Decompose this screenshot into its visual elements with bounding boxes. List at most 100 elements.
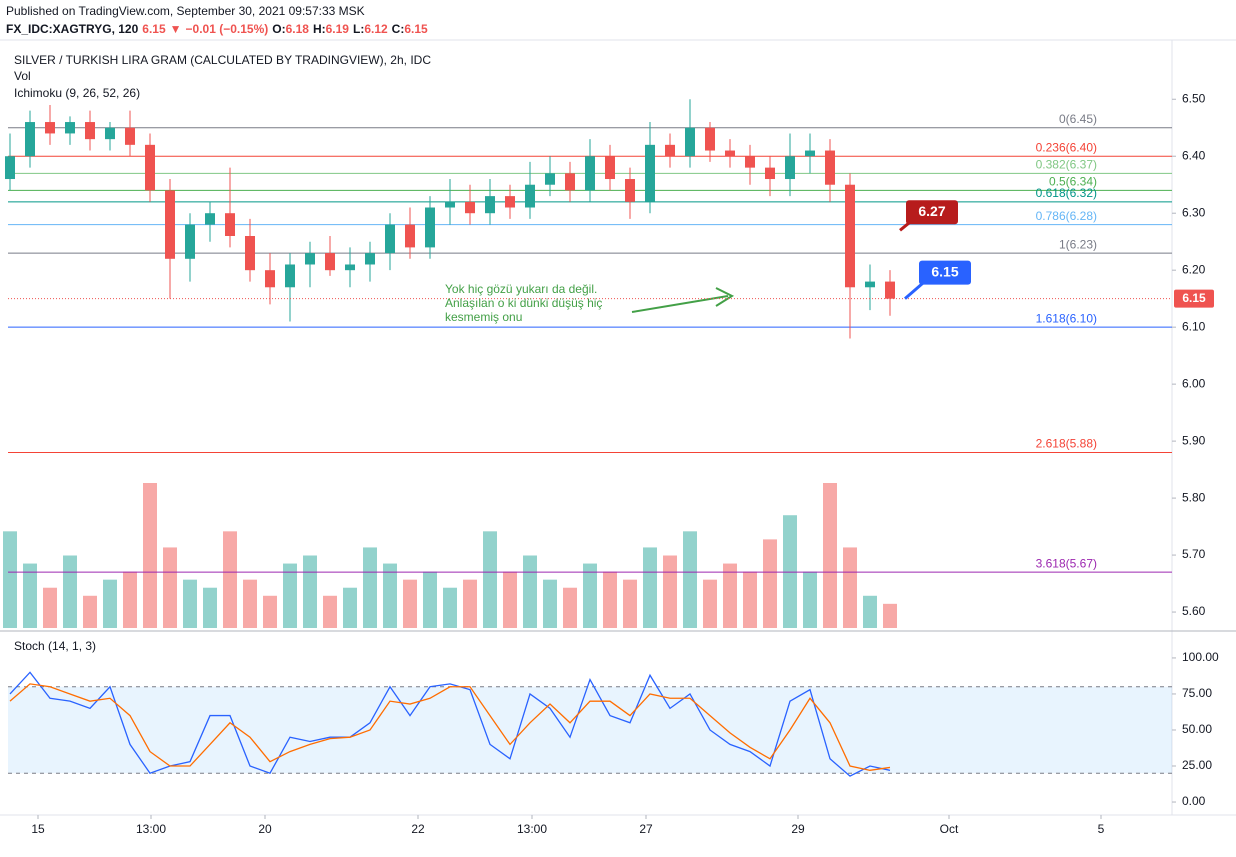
volume-bar [763, 539, 777, 628]
callout-box [906, 200, 958, 225]
note-line: kesmemiş onu [445, 310, 522, 324]
candle-body [465, 201, 475, 214]
y-tick-label: 5.60 [1182, 604, 1206, 618]
callout-label: 6.15 [931, 263, 958, 279]
candle-body [625, 179, 635, 202]
indicator-label: Ichimoku (9, 26, 52, 26) [14, 86, 140, 100]
y-tick-label: 5.90 [1182, 433, 1206, 447]
volume-bar [223, 531, 237, 628]
fib-label: 0(6.45) [1059, 112, 1097, 126]
quote-part: L: [353, 22, 364, 36]
volume-bar [843, 547, 857, 628]
volume-bar [583, 563, 597, 628]
volume-bar [683, 531, 697, 628]
candle-body [565, 173, 575, 191]
volume-bar [23, 563, 37, 628]
callout-label: 6.27 [918, 203, 945, 219]
candle-body [865, 281, 875, 288]
volume-bar [423, 571, 437, 628]
candle-body [105, 127, 115, 140]
band-fill [8, 686, 1172, 774]
volume-bar [743, 571, 757, 628]
quote-part: ▼ [170, 22, 182, 36]
volume-bar [443, 587, 457, 628]
x-tick-label: 29 [791, 822, 805, 836]
candle-body [745, 156, 755, 168]
y-tick-label: 6.00 [1182, 376, 1206, 390]
volume-bar [163, 547, 177, 628]
y-tick-label: 6.30 [1182, 205, 1206, 219]
candle-body [85, 122, 95, 140]
volume-bar [43, 587, 57, 628]
note-line: Anlaşılan o ki dünki düşüş hiç [445, 296, 602, 310]
candle-body [765, 167, 775, 180]
candle-body [485, 196, 495, 214]
x-tick-label: 13:00 [517, 822, 547, 836]
fib-label: 1.618(6.10) [1036, 311, 1097, 325]
y-tick-label: 75.00 [1182, 686, 1212, 700]
y-tick-label: 6.20 [1182, 262, 1206, 276]
volume-bar [183, 579, 197, 628]
candle-body [445, 201, 455, 208]
candle-body [505, 196, 515, 208]
y-tick-label: 0.00 [1182, 794, 1206, 808]
candle-body [585, 156, 595, 191]
volume-bar [883, 603, 897, 628]
quote-part: FX_IDC:XAGTRYG, 120 [6, 22, 139, 36]
candle-body [805, 150, 815, 157]
candle-body [705, 127, 715, 151]
candle-body [425, 207, 435, 248]
quote-part: O: [272, 22, 285, 36]
fib-label: 1(6.23) [1059, 237, 1097, 251]
x-tick-label: 13:00 [136, 822, 166, 836]
volume-bar [463, 579, 477, 628]
x-tick-label: 22 [411, 822, 425, 836]
x-tick-label: Oct [940, 822, 959, 836]
quote-part: H: [313, 22, 326, 36]
volume-bar [783, 515, 797, 628]
volume-bar [643, 547, 657, 628]
candle-body [305, 253, 315, 265]
last-price-box [1174, 289, 1214, 308]
candle-body [405, 224, 415, 248]
volume-bar [663, 555, 677, 628]
indicator-label: Vol [14, 69, 31, 83]
volume-bar [123, 571, 137, 628]
y-tick-label: 5.80 [1182, 490, 1206, 504]
candle-body [5, 156, 15, 180]
volume-bar [543, 579, 557, 628]
x-tick-label: 15 [31, 822, 45, 836]
candle-body [605, 156, 615, 180]
volume-bar [263, 595, 277, 628]
candle-body [845, 184, 855, 288]
volume-bar [623, 579, 637, 628]
candle-body [385, 224, 395, 254]
y-tick-label: 100.00 [1182, 650, 1219, 664]
volume-bar [383, 563, 397, 628]
candle-body [665, 144, 675, 157]
last-price-label: 6.15 [1182, 291, 1206, 305]
quote: FX_IDC:XAGTRYG, 120 6.15 ▼ −0.01 (−0.15%) O:… [6, 22, 428, 36]
volume-bar [803, 571, 817, 628]
volume-bar [63, 555, 77, 628]
candle-body [265, 270, 275, 288]
volume-bar [703, 579, 717, 628]
candle-body [525, 184, 535, 208]
candle-body [205, 213, 215, 225]
published: Published on TradingView.com, September … [6, 4, 365, 18]
volume-bar [363, 547, 377, 628]
volume-bar [83, 595, 97, 628]
fib-label: 2.618(5.88) [1036, 437, 1097, 451]
candle-body [645, 144, 655, 202]
candle-body [145, 144, 155, 191]
fib-label: 0.236(6.40) [1036, 140, 1097, 154]
volume-bar [603, 571, 617, 628]
note-line: Yok hiç gözü yukarı da değil. [445, 282, 597, 296]
x-tick-label: 20 [258, 822, 272, 836]
volume-bar [483, 531, 497, 628]
chart-title: SILVER / TURKISH LIRA GRAM (CALCULATED B… [14, 53, 431, 67]
candle-body [725, 150, 735, 157]
y-tick-label: 6.10 [1182, 319, 1206, 333]
